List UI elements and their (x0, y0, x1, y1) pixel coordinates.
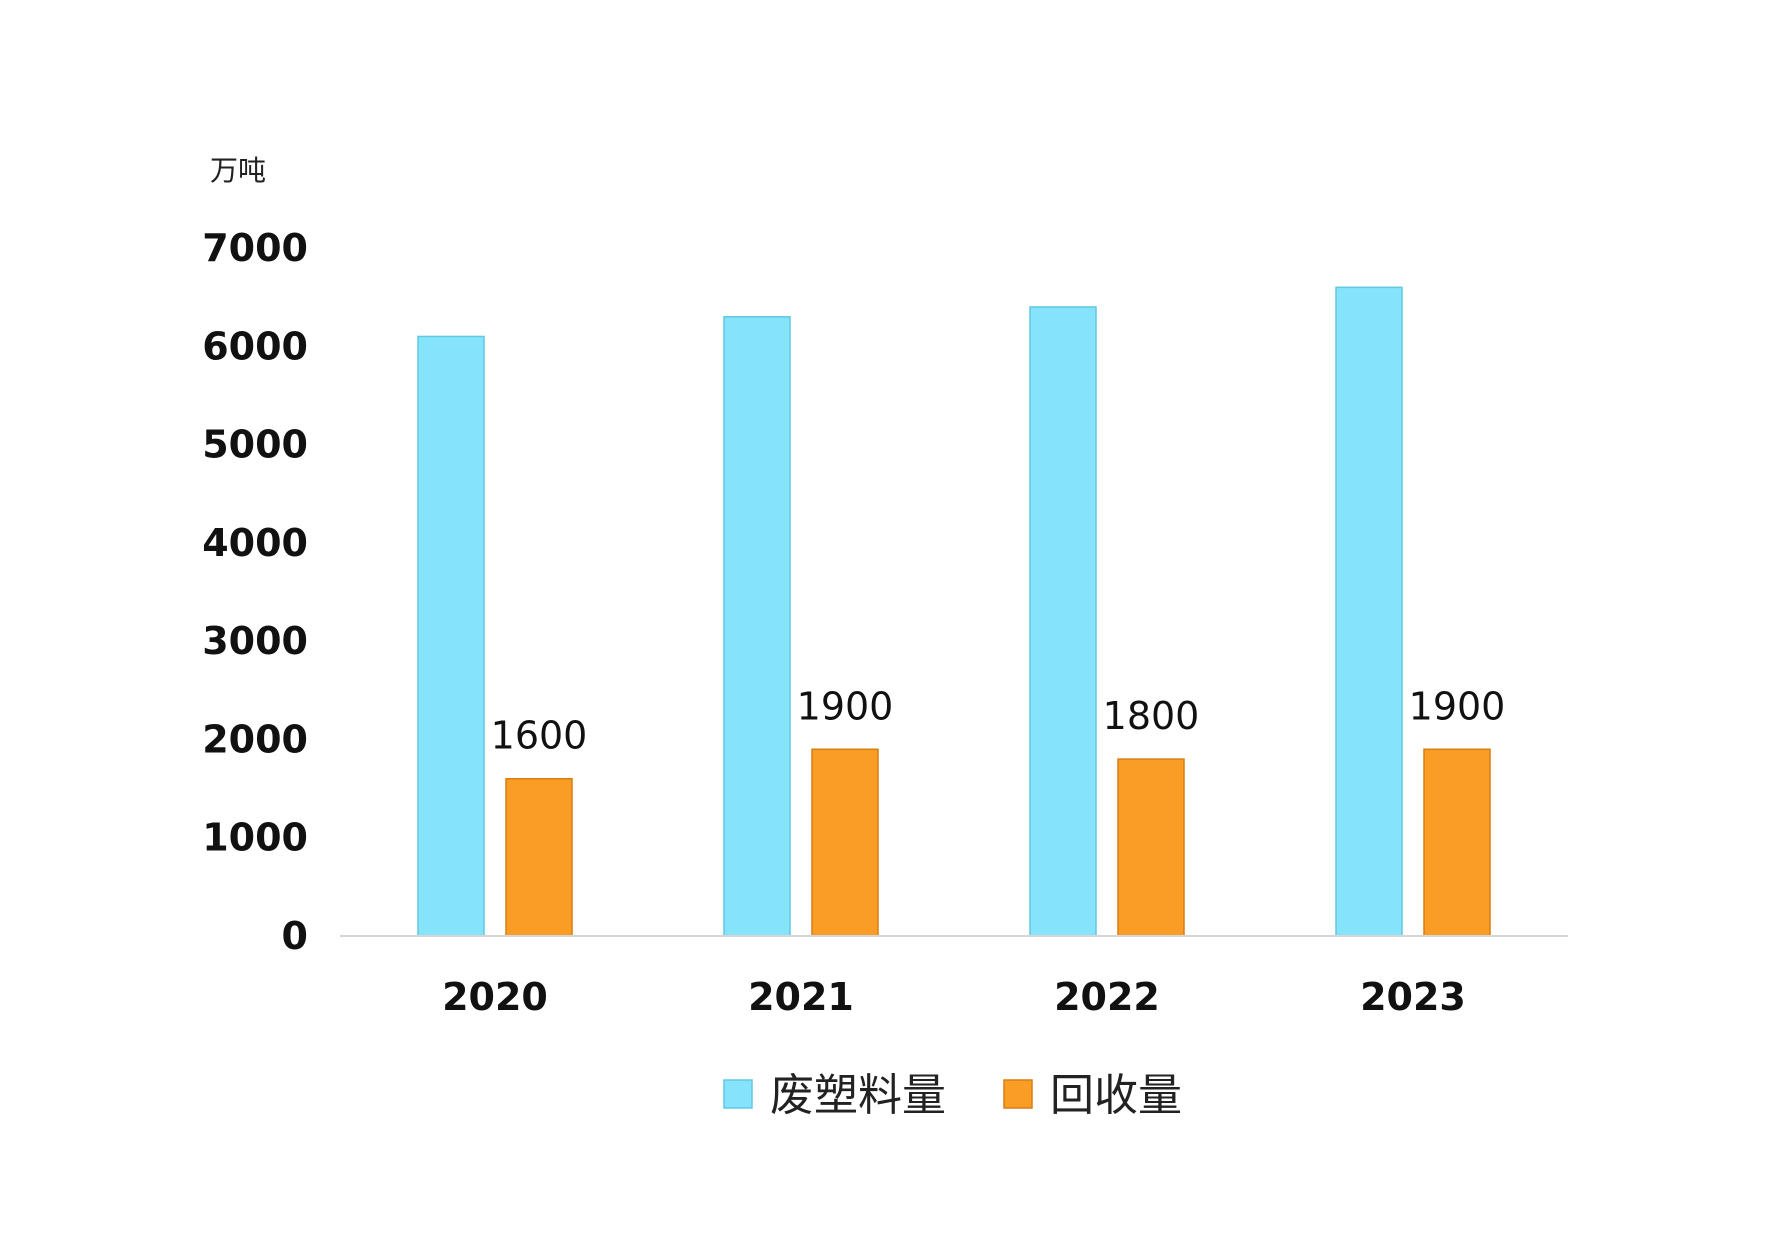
data-label: 1600 (491, 714, 588, 758)
y-tick-label: 6000 (202, 324, 308, 368)
y-axis-unit-label: 万吨 (210, 154, 266, 187)
y-tick-label: 0 (282, 914, 308, 958)
legend-swatch (1003, 1079, 1033, 1109)
bar-waste-plastic-2022 (1029, 306, 1097, 937)
x-tick-label: 2021 (748, 975, 854, 1019)
data-label: 1900 (797, 684, 894, 728)
bar-waste-plastic-2020 (417, 335, 485, 937)
x-tick-label: 2022 (1054, 975, 1160, 1019)
x-axis-ticks: 2020 2021 2022 2023 (442, 975, 1466, 1019)
bar-waste-plastic-2023 (1335, 286, 1403, 937)
legend-label: 回收量 (1050, 1070, 1182, 1121)
data-label: 1900 (1409, 684, 1506, 728)
y-tick-label: 5000 (202, 423, 308, 467)
y-tick-label: 2000 (202, 717, 308, 761)
bar-recycled-2023 (1423, 748, 1491, 937)
x-tick-label: 2023 (1360, 975, 1466, 1019)
y-tick-label: 3000 (202, 619, 308, 663)
legend-label: 废塑料量 (770, 1070, 946, 1121)
y-axis-ticks: 0 1000 2000 3000 4000 5000 6000 7000 (202, 226, 308, 958)
data-label: 1800 (1103, 694, 1200, 738)
y-tick-label: 4000 (202, 521, 308, 565)
y-tick-label: 1000 (202, 816, 308, 860)
legend: 废塑料量 回收量 (723, 1070, 1182, 1121)
bar-recycled-2022 (1117, 758, 1185, 937)
legend-swatch (723, 1079, 753, 1109)
y-tick-label: 7000 (202, 226, 308, 270)
bars: 1600 1900 1800 1900 (417, 286, 1506, 937)
bar-recycled-2020 (505, 777, 573, 937)
bar-recycled-2021 (811, 748, 879, 937)
x-tick-label: 2020 (442, 975, 548, 1019)
bar-waste-plastic-2021 (723, 316, 791, 937)
